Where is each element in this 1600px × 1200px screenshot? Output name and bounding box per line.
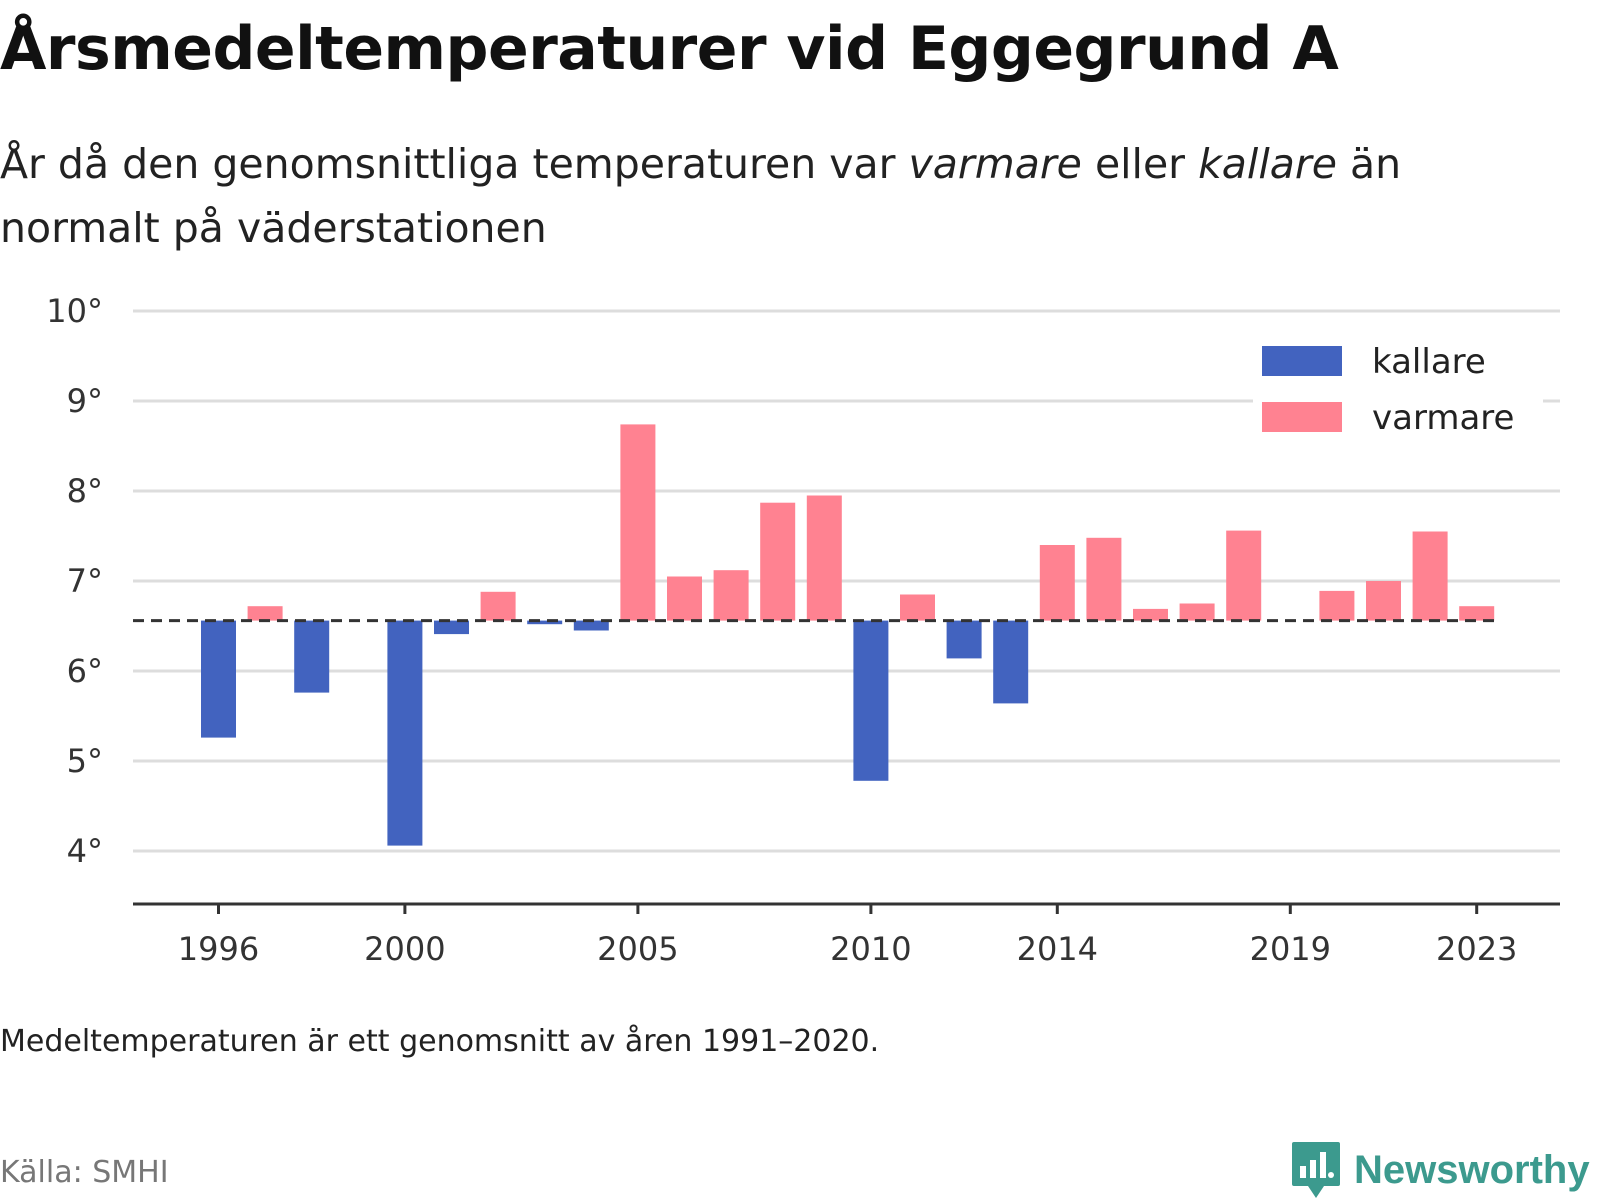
x-tick-label: 2000 [364, 930, 445, 968]
subtitle-cold-word: kallare [1198, 140, 1337, 188]
legend: kallare varmare [1253, 326, 1543, 440]
y-tick-label: 8° [67, 472, 103, 510]
bar-2011 [900, 594, 935, 621]
bar-2020 [1319, 590, 1355, 621]
legend-label-warmer: varmare [1372, 398, 1514, 438]
bar-2018 [1226, 530, 1262, 621]
bar-2010 [853, 620, 889, 781]
bar-2003 [527, 620, 563, 625]
chart-title: Årsmedeltemperaturer vid Eggegrund A [0, 14, 1339, 84]
bar-1996 [201, 620, 236, 738]
bar-2004 [573, 620, 609, 631]
subtitle-warm-word: varmare [908, 140, 1082, 188]
bar-2016 [1133, 608, 1168, 621]
newsworthy-logo-icon [1292, 1142, 1340, 1198]
footnote: Medeltemperaturen är ett genomsnitt av å… [0, 1024, 880, 1059]
bar-2013 [993, 620, 1029, 704]
subtitle-text-3: än normalt på väderstationen [0, 140, 1402, 252]
bar-2002 [480, 591, 516, 621]
y-tick-label: 7° [67, 562, 103, 600]
y-tick-label: 6° [67, 652, 103, 690]
bar-2009 [806, 495, 842, 621]
bar-2005 [620, 424, 656, 621]
y-axis-ticks: 4° 5° 6° 7° 8° 9° 10° [46, 292, 103, 870]
bar-2023 [1459, 606, 1495, 621]
x-tick-label: 2023 [1436, 930, 1517, 968]
bar-2014 [1039, 545, 1075, 621]
bar-2001 [434, 620, 469, 635]
bar-2000 [387, 620, 423, 846]
temperature-bar-chart: 4° 5° 6° 7° 8° 9° 10° 1996 2000 2005 2010 2014 2019… [46, 292, 1560, 968]
x-axis: 1996 2000 2005 2010 2014 2019 2023 [133, 902, 1560, 968]
subtitle-text-1: År då den genomsnittliga temperaturen va… [0, 140, 909, 188]
bar-2008 [760, 502, 796, 621]
bar-2012 [946, 620, 982, 659]
subtitle-text-2: eller [1081, 140, 1199, 188]
bar-1998 [294, 620, 330, 693]
legend-label-colder: kallare [1372, 342, 1486, 382]
x-tick-label: 2005 [597, 930, 678, 968]
x-tick-label: 2010 [830, 930, 911, 968]
bar-2015 [1086, 537, 1122, 621]
source-credit: Källa: SMHI [0, 1155, 169, 1190]
brand-name: Newsworthy [1354, 1147, 1590, 1192]
y-tick-label: 5° [67, 742, 103, 780]
legend-swatch-warmer [1262, 402, 1342, 432]
bar-2017 [1179, 603, 1215, 621]
x-tick-label: 2014 [1017, 930, 1098, 968]
chart-subtitle: År då den genomsnittliga temperaturen va… [0, 132, 1560, 260]
bar-2006 [667, 576, 702, 621]
x-tick-label: 2019 [1250, 930, 1331, 968]
bar-2007 [713, 570, 749, 621]
y-tick-label: 10° [46, 292, 103, 330]
bar-2022 [1412, 531, 1448, 621]
bars [201, 424, 1495, 846]
bar-2021 [1366, 581, 1401, 621]
bar-1997 [247, 606, 283, 621]
legend-swatch-colder [1262, 346, 1342, 376]
y-tick-label: 9° [67, 382, 103, 420]
brand-logo: Newsworthy [1290, 1140, 1590, 1200]
x-tick-label: 1996 [178, 930, 259, 968]
y-tick-label: 4° [67, 832, 103, 870]
